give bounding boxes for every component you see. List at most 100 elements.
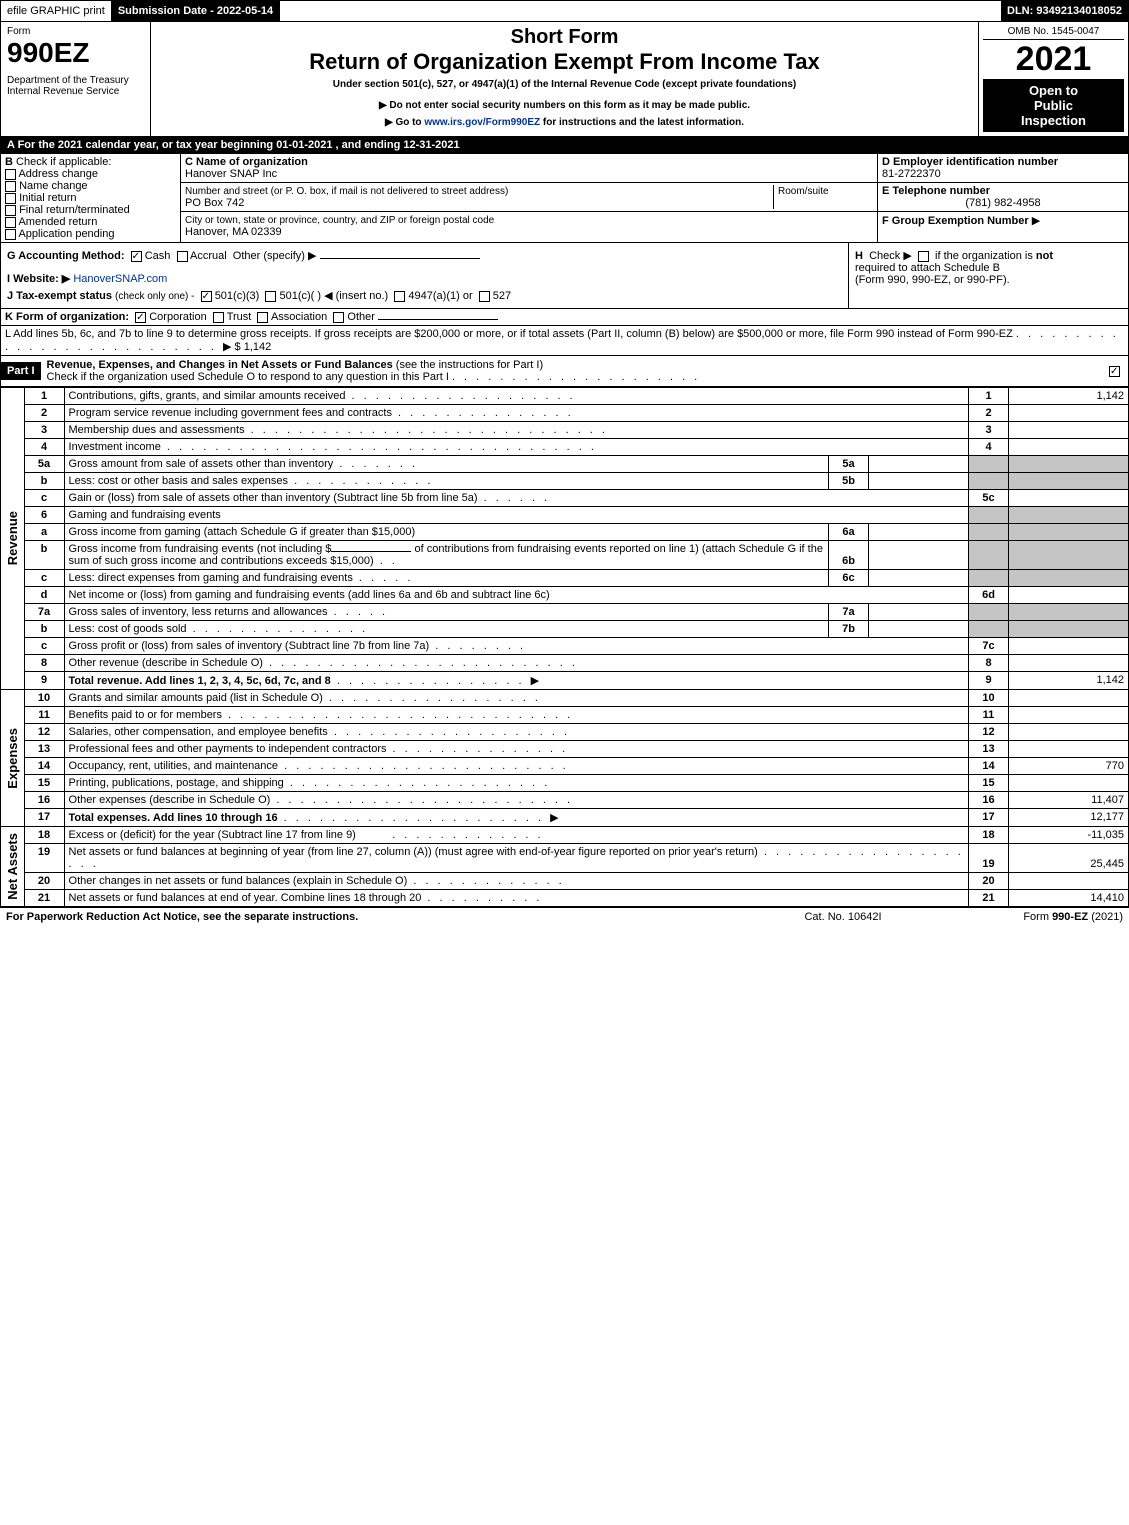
subtitle: Under section 501(c), 527, or 4947(a)(1)… xyxy=(155,79,974,90)
part-1-label: Part I xyxy=(1,362,41,380)
section-a: A For the 2021 calendar year, or tax yea… xyxy=(0,137,1129,154)
other-specify-label: Other (specify) ▶ xyxy=(233,250,317,262)
cash-label: Cash xyxy=(145,250,171,262)
submission-date: Submission Date - 2022-05-14 xyxy=(112,1,280,21)
room-suite-label: Room/suite xyxy=(778,186,829,197)
line-4: 4Investment income . . . . . . . . . . .… xyxy=(24,439,1128,456)
short-form-title: Short Form xyxy=(155,26,974,49)
footer-left: For Paperwork Reduction Act Notice, see … xyxy=(6,911,743,923)
expenses-section: Expenses 10Grants and similar amounts pa… xyxy=(0,690,1129,827)
addr-value: PO Box 742 xyxy=(185,197,244,209)
line-5b: bLess: cost or other basis and sales exp… xyxy=(24,473,1128,490)
gross-receipts-amount: ▶ $ 1,142 xyxy=(223,341,271,353)
checkbox-501c3[interactable] xyxy=(201,291,212,302)
association-label: Association xyxy=(271,311,327,323)
website-link[interactable]: HanoverSNAP.com xyxy=(73,273,167,285)
section-c-name-label: C Name of organization xyxy=(185,156,308,168)
line-8: 8Other revenue (describe in Schedule O) … xyxy=(24,655,1128,672)
opt-name-change: Name change xyxy=(19,180,88,192)
line-6: 6Gaming and fundraising events xyxy=(24,507,1128,524)
tax-year: 2021 xyxy=(983,40,1124,79)
form-header: Form 990EZ Department of the Treasury In… xyxy=(0,22,1129,137)
dept-treasury: Department of the Treasury xyxy=(7,75,144,86)
city-value: Hanover, MA 02339 xyxy=(185,226,282,238)
form-990-text: (Form 990, 990-EZ, or 990-PF). xyxy=(855,274,1010,286)
line-21: 21Net assets or fund balances at end of … xyxy=(24,890,1128,907)
checkbox-initial-return[interactable] xyxy=(5,193,16,204)
checkbox-other-org[interactable] xyxy=(333,312,344,323)
net-assets-side-label: Net Assets xyxy=(5,833,20,900)
city-label: City or town, state or province, country… xyxy=(185,215,494,226)
line-20: 20Other changes in net assets or fund ba… xyxy=(24,873,1128,890)
line-6b: bGross income from fundraising events (n… xyxy=(24,541,1128,570)
line-5c: cGain or (loss) from sale of assets othe… xyxy=(24,490,1128,507)
checkbox-corporation[interactable] xyxy=(135,312,146,323)
opt-address-change: Address change xyxy=(18,168,98,180)
section-g-label: G Accounting Method: xyxy=(7,250,125,262)
line-10: 10Grants and similar amounts paid (list … xyxy=(24,690,1128,707)
note-ssn: ▶ Do not enter social security numbers o… xyxy=(155,100,974,111)
section-d-label: D Employer identification number xyxy=(882,156,1058,168)
ein-value: 81-2722370 xyxy=(882,168,941,180)
other-org-label: Other xyxy=(347,311,375,323)
checkbox-4947[interactable] xyxy=(394,291,405,302)
page-footer: For Paperwork Reduction Act Notice, see … xyxy=(0,907,1129,926)
checkbox-trust[interactable] xyxy=(213,312,224,323)
form-number: 990EZ xyxy=(7,37,144,69)
dln: DLN: 93492134018052 xyxy=(1001,1,1128,21)
line-7a: 7aGross sales of inventory, less returns… xyxy=(24,604,1128,621)
checkbox-final-return[interactable] xyxy=(5,205,16,216)
corporation-label: Corporation xyxy=(149,311,206,323)
addr-label: Number and street (or P. O. box, if mail… xyxy=(185,186,508,197)
sections-g-h: G Accounting Method: Cash Accrual Other … xyxy=(0,243,1129,309)
527-label: 527 xyxy=(493,290,511,302)
501c-label: 501(c)( ) ◀ (insert no.) xyxy=(280,290,389,302)
line-18: 18Excess or (deficit) for the year (Subt… xyxy=(24,827,1128,844)
main-title: Return of Organization Exempt From Incom… xyxy=(155,49,974,75)
irs-link[interactable]: www.irs.gov/Form990EZ xyxy=(424,117,540,128)
line-6d: dNet income or (loss) from gaming and fu… xyxy=(24,587,1128,604)
line-17: 17Total expenses. Add lines 10 through 1… xyxy=(24,809,1128,827)
checkbox-501c[interactable] xyxy=(265,291,276,302)
expenses-side-label: Expenses xyxy=(5,728,20,789)
line-11: 11Benefits paid to or for members . . . … xyxy=(24,707,1128,724)
opt-application-pending: Application pending xyxy=(18,228,114,240)
line-6a: aGross income from gaming (attach Schedu… xyxy=(24,524,1128,541)
accrual-label: Accrual xyxy=(190,250,227,262)
checkbox-cash[interactable] xyxy=(131,251,142,262)
top-bar: efile GRAPHIC print Submission Date - 20… xyxy=(0,0,1129,22)
line-3: 3Membership dues and assessments . . . .… xyxy=(24,422,1128,439)
checkbox-address-change[interactable] xyxy=(5,169,16,180)
opt-final-return: Final return/terminated xyxy=(19,204,130,216)
section-h-label: H xyxy=(855,250,863,262)
section-i-label: I Website: ▶ xyxy=(7,273,70,285)
line-16: 16Other expenses (describe in Schedule O… xyxy=(24,792,1128,809)
checkbox-527[interactable] xyxy=(479,291,490,302)
phone-value: (781) 982-4958 xyxy=(882,197,1124,209)
section-l: L Add lines 5b, 6c, and 7b to line 9 to … xyxy=(0,326,1129,356)
sections-b-f: B Check if applicable: Address change Na… xyxy=(0,154,1129,243)
irs-label: Internal Revenue Service xyxy=(7,86,144,97)
check-only-one: (check only one) - xyxy=(115,291,194,302)
line-1: 1Contributions, gifts, grants, and simil… xyxy=(24,388,1128,405)
section-j-label: J Tax-exempt status xyxy=(7,290,112,302)
section-b-label: B xyxy=(5,156,13,168)
footer-cat-no: Cat. No. 10642I xyxy=(743,911,943,923)
footer-right: Form 990-EZ (2021) xyxy=(943,911,1123,923)
line-7b: bLess: cost of goods sold . . . . . . . … xyxy=(24,621,1128,638)
checkbox-name-change[interactable] xyxy=(5,181,16,192)
revenue-side-label: Revenue xyxy=(5,511,20,565)
open-inspection: Open to Public Inspection xyxy=(983,79,1124,132)
checkbox-association[interactable] xyxy=(257,312,268,323)
checkbox-amended-return[interactable] xyxy=(5,217,16,228)
opt-initial-return: Initial return xyxy=(19,192,76,204)
checkbox-accrual[interactable] xyxy=(177,251,188,262)
checkbox-schedule-o[interactable] xyxy=(1109,366,1120,377)
4947-label: 4947(a)(1) or xyxy=(408,290,472,302)
checkbox-application-pending[interactable] xyxy=(5,229,16,240)
check-arrow: Check ▶ xyxy=(869,250,912,262)
checkbox-schedule-b[interactable] xyxy=(918,251,929,262)
arrow-icon: ▶ xyxy=(1032,215,1040,227)
line-9: 9Total revenue. Add lines 1, 2, 3, 4, 5c… xyxy=(24,672,1128,690)
line-2: 2Program service revenue including gover… xyxy=(24,405,1128,422)
